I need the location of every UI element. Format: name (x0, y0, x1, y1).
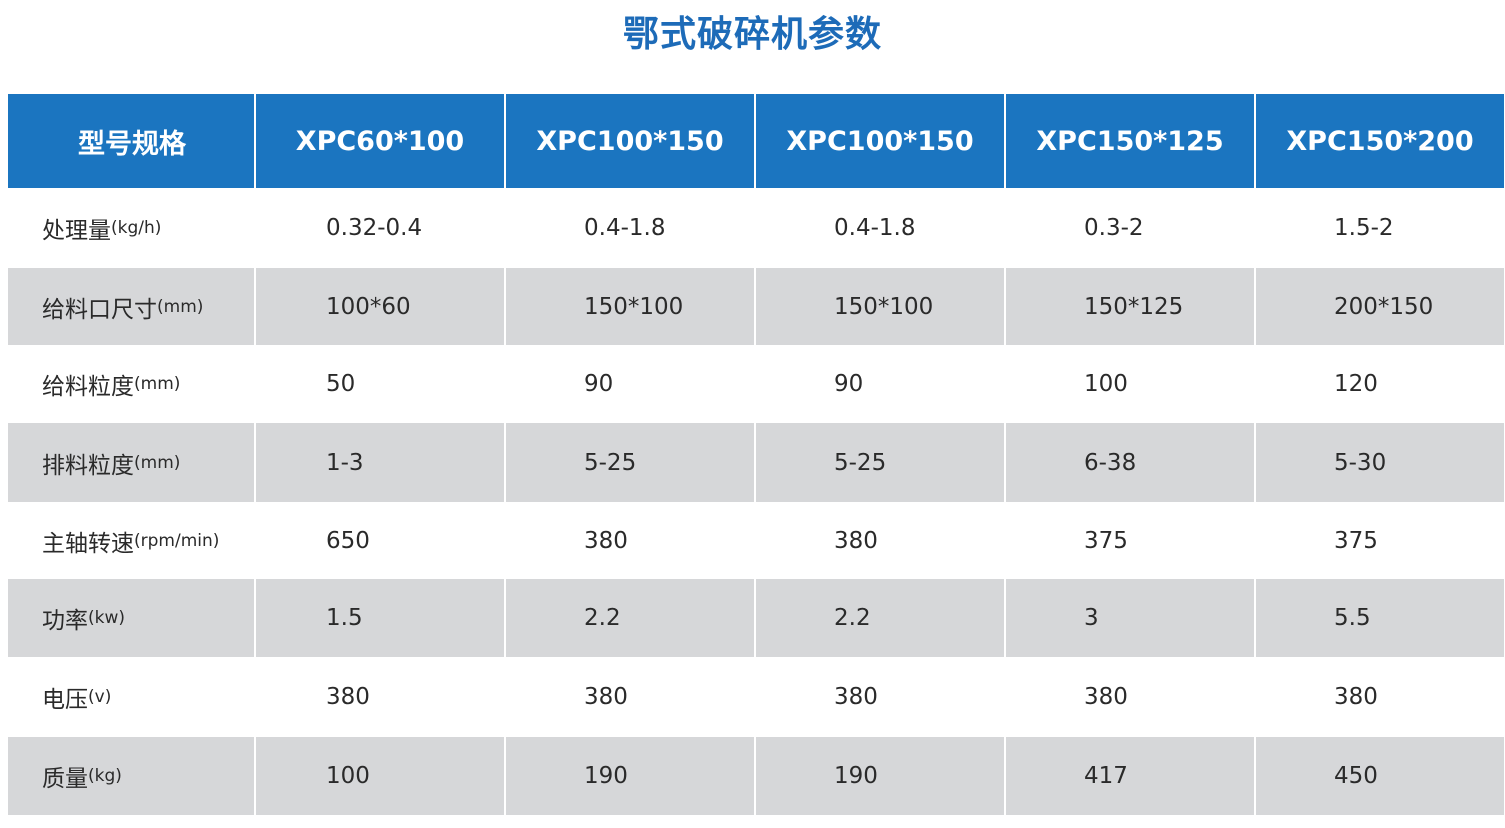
table-cell: 50 (256, 345, 506, 423)
table-header-row: 型号规格 XPC60*100 XPC100*150 XPC100*150 XPC… (8, 94, 1504, 188)
table-row: 给料粒度 (mm) 50 90 90 100 120 (8, 345, 1504, 423)
row-label: 排料粒度 (mm) (8, 423, 256, 502)
table-cell: 120 (1334, 371, 1378, 397)
row-label: 给料口尺寸 (mm) (8, 268, 256, 345)
header-model: XPC60*100 (256, 94, 506, 188)
table-cell: 380 (756, 502, 1006, 579)
row-label-name: 电压 (42, 687, 88, 713)
row-label: 给料粒度 (mm) (8, 345, 256, 423)
table-cell: 90 (506, 345, 756, 423)
table-cell: 150*100 (756, 268, 1006, 345)
spec-table: 型号规格 XPC60*100 XPC100*150 XPC100*150 XPC… (8, 94, 1504, 815)
table-cell: 650 (256, 502, 506, 579)
table-row: 主轴转速 (rpm/min) 650 380 380 375 375 (8, 502, 1504, 579)
table-cell: 0.3-2 (1006, 188, 1256, 268)
table-cell: 5-30 (1256, 423, 1504, 502)
row-label-name: 质量 (42, 766, 88, 792)
table-cell: 5-25 (756, 423, 1006, 502)
row-label-unit: (mm) (134, 374, 181, 394)
row-label-unit: (rpm/min) (134, 530, 220, 551)
table-cell: 150*100 (506, 268, 756, 345)
table-cell: 1.5-2 (1334, 215, 1394, 241)
table-row: 质量 (kg) 100 190 190 417 450 (8, 737, 1504, 815)
row-label-name: 功率 (42, 608, 88, 634)
table-row: 排料粒度 (mm) 1-3 5-25 5-25 6-38 5-30 (8, 423, 1504, 502)
table-cell: 150*125 (1006, 268, 1256, 345)
table-cell: 1-3 (256, 423, 506, 502)
table-cell: 190 (756, 737, 1006, 815)
table-cell: 380 (506, 657, 756, 737)
table-cell: 375 (1334, 527, 1378, 554)
header-model: XPC150*125 (1006, 94, 1256, 188)
table-cell: 200*150 (1256, 268, 1504, 345)
row-label: 质量 (kg) (8, 737, 256, 815)
table-cell: 2.2 (756, 579, 1006, 657)
table-cell: 3 (1006, 579, 1256, 657)
table-cell: 5-25 (506, 423, 756, 502)
table-cell: 375 (1006, 502, 1256, 579)
table-cell: 0.4-1.8 (756, 188, 1006, 268)
row-label-unit: (mm) (157, 296, 204, 317)
table-row: 电压 (v) 380 380 380 380 380 (8, 657, 1504, 737)
row-label-name: 主轴转速 (42, 530, 134, 557)
row-label-name: 给料口尺寸 (42, 296, 157, 323)
table-row: 功率 (kw) 1.5 2.2 2.2 3 5.5 (8, 579, 1504, 657)
table-cell: 417 (1006, 737, 1256, 815)
table-body: 处理量 (kg/h) 0.32-0.4 0.4-1.8 0.4-1.8 0.3-2 1.5-… (8, 188, 1504, 815)
table-row: 给料口尺寸 (mm) 100*60 150*100 150*100 150*125 200*… (8, 268, 1504, 345)
table-cell: 2.2 (506, 579, 756, 657)
table-cell: 90 (756, 345, 1006, 423)
header-spec-label: 型号规格 (8, 94, 256, 188)
row-label: 处理量 (kg/h) (8, 188, 256, 268)
row-label-unit: (mm) (134, 452, 181, 473)
row-label-name: 给料粒度 (42, 374, 134, 400)
table-cell: 1.5 (256, 579, 506, 657)
row-label-unit: (kg) (88, 766, 122, 786)
table-cell: 100*60 (256, 268, 506, 345)
row-label-unit: (kw) (88, 608, 126, 628)
table-row: 处理量 (kg/h) 0.32-0.4 0.4-1.8 0.4-1.8 0.3-2 1.5-… (8, 188, 1504, 268)
row-label: 功率 (kw) (8, 579, 256, 657)
table-cell: 5.5 (1256, 579, 1504, 657)
table-cell: 6-38 (1006, 423, 1256, 502)
row-label: 电压 (v) (8, 657, 256, 737)
table-cell: 0.32-0.4 (256, 188, 506, 268)
row-label: 主轴转速 (rpm/min) (8, 502, 256, 579)
row-label-name: 处理量 (42, 218, 111, 244)
table-cell: 450 (1256, 737, 1504, 815)
row-label-unit: (v) (88, 687, 112, 707)
row-label-unit: (kg/h) (111, 218, 162, 238)
table-cell: 380 (256, 657, 506, 737)
table-cell: 0.4-1.8 (506, 188, 756, 268)
row-label-name: 排料粒度 (42, 452, 134, 479)
table-cell: 380 (1334, 684, 1378, 710)
header-model: XPC100*150 (756, 94, 1006, 188)
header-model: XPC100*150 (506, 94, 756, 188)
table-cell: 380 (506, 502, 756, 579)
table-cell: 380 (756, 657, 1006, 737)
header-model: XPC150*200 (1256, 94, 1504, 188)
table-cell: 190 (506, 737, 756, 815)
table-cell: 380 (1006, 657, 1256, 737)
table-cell: 100 (256, 737, 506, 815)
table-cell: 100 (1006, 345, 1256, 423)
page-title: 鄂式破碎机参数 (622, 14, 882, 55)
